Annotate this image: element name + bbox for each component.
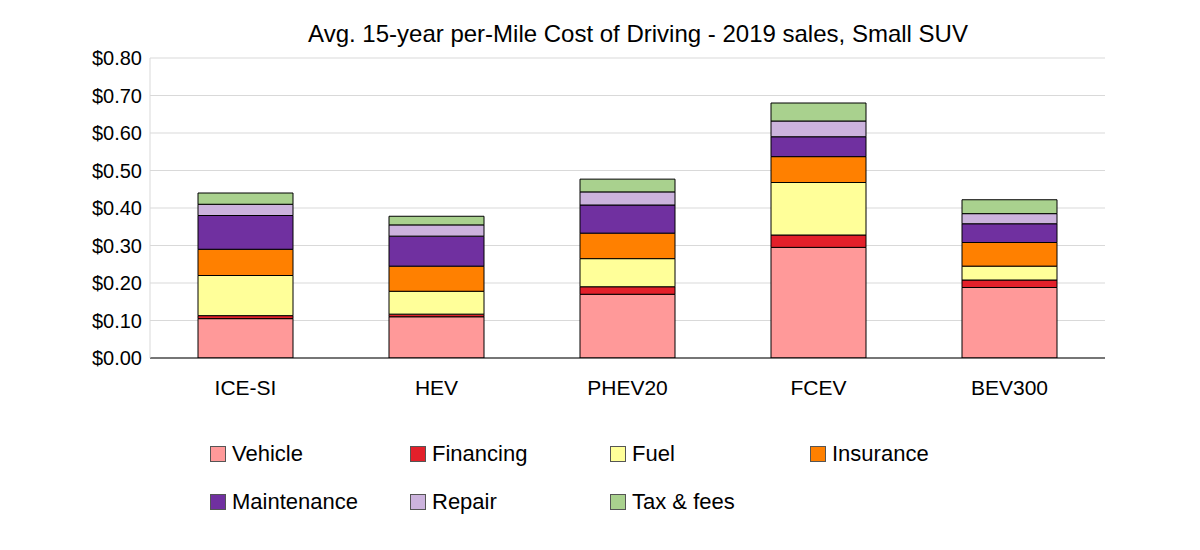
html-text:Tax & fees: Tax & fees: [632, 489, 735, 514]
html-text:Insurance: Insurance: [832, 441, 929, 466]
svg-text:$0.20: $0.20: [92, 272, 142, 294]
svg-text:BEV300: BEV300: [971, 376, 1048, 399]
svg-text:$0.40: $0.40: [92, 197, 142, 219]
svg-text:$0.80: $0.80: [92, 48, 142, 69]
svg-text:$0.00: $0.00: [92, 347, 142, 369]
svg-text:PHEV20: PHEV20: [587, 376, 668, 399]
svg-text:$0.60: $0.60: [92, 122, 142, 144]
svg-text:HEV: HEV: [415, 376, 458, 399]
svg-text:ICE-SI: ICE-SI: [215, 376, 277, 399]
html-text:Financing: Financing: [432, 441, 528, 466]
svg-text:$0.10: $0.10: [92, 310, 142, 332]
svg-text:$0.70: $0.70: [92, 85, 142, 107]
html-text:Fuel: Fuel: [632, 441, 675, 466]
html-text:Maintenance: Maintenance: [232, 489, 358, 514]
svg-text:$0.50: $0.50: [92, 160, 142, 182]
svg-text:FCEV: FCEV: [790, 376, 846, 399]
html-text:Repair: Repair: [432, 489, 497, 514]
html-text:Avg. 15-year per-Mile Cost of: Avg. 15-year per-Mile Cost of Driving - …: [308, 20, 968, 47]
html-text:Vehicle: Vehicle: [232, 441, 303, 466]
svg-text:$0.30: $0.30: [92, 235, 142, 257]
